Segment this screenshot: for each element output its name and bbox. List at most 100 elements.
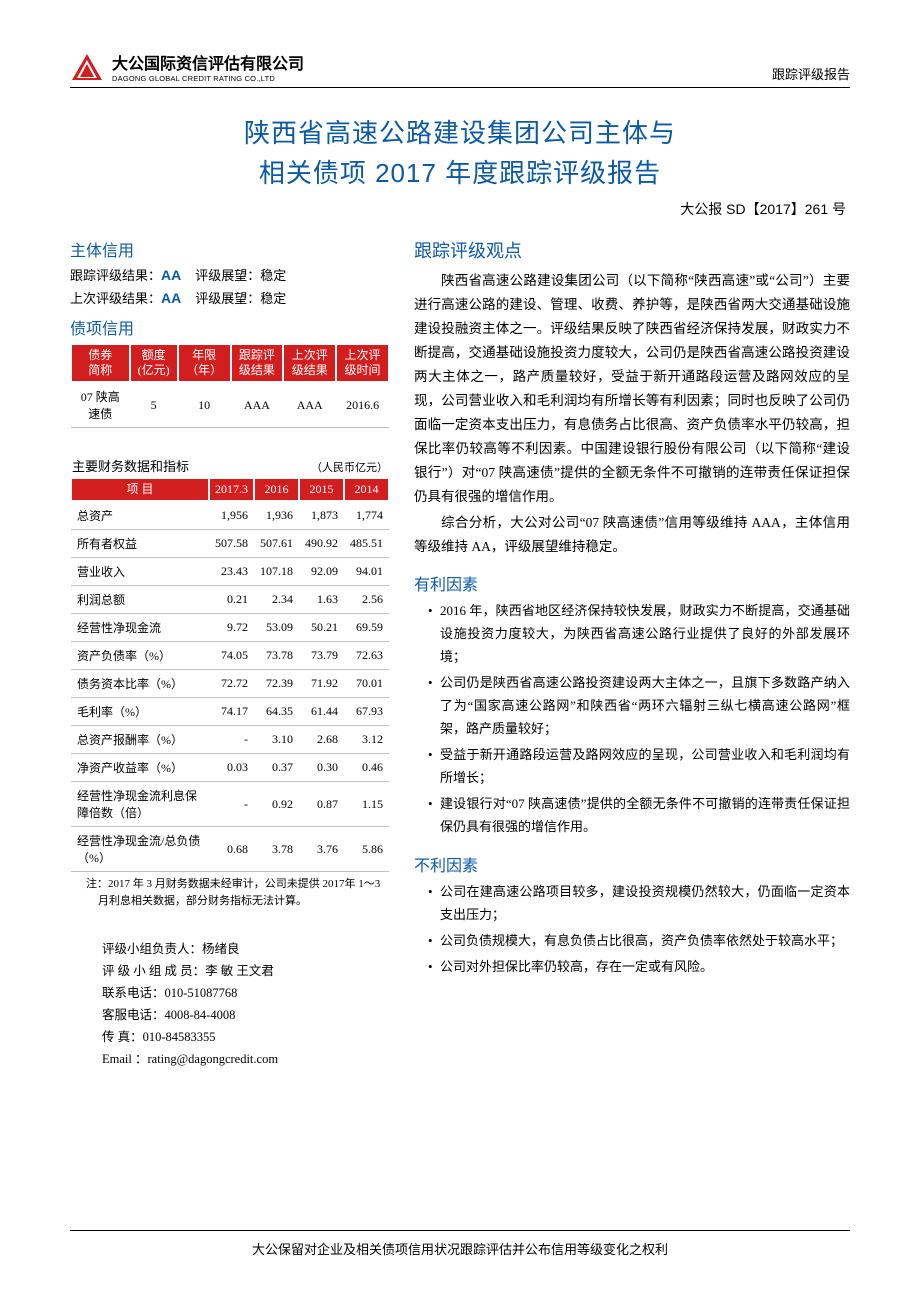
fin-cell: 73.79: [299, 642, 344, 670]
bond-th: 额度(亿元): [130, 344, 178, 382]
fax-value: 010-84583355: [143, 1030, 216, 1044]
positive-item: 受益于新开通路段运营及路网效应的呈现，公司营业收入和毛利润均有所增长；: [428, 743, 850, 789]
fin-cell: 507.58: [209, 530, 254, 558]
fin-cell: 0.30: [299, 754, 344, 782]
fin-cell: 92.09: [299, 558, 344, 586]
fin-th: 项 目: [71, 478, 209, 501]
fin-th: 2015: [299, 478, 344, 501]
fin-unit: （人民币亿元）: [311, 459, 388, 475]
viewpoint-para-2: 综合分析，大公对公司“07 陕高速债”信用等级维持 AAA，主体信用等级维持 A…: [414, 511, 850, 559]
contact-block: 评级小组负责人：杨绪良 评 级 小 组 成 员：李 敏 王文君 联系电话：010…: [70, 938, 390, 1070]
logo-en: DAGONG GLOBAL CREDIT RATING CO.,LTD: [112, 74, 304, 83]
fin-cell: 3.10: [254, 726, 299, 754]
fin-cell: 1,956: [209, 501, 254, 530]
page: 大公国际资信评估有限公司 DAGONG GLOBAL CREDIT RATING…: [0, 0, 920, 1302]
fin-cell: 0.46: [344, 754, 389, 782]
fin-row: 资产负债率（%）74.0573.7873.7972.63: [71, 642, 389, 670]
fin-cell: 1.15: [344, 782, 389, 827]
fin-cell: 72.63: [344, 642, 389, 670]
fin-cell: 3.76: [299, 827, 344, 872]
bond-table: 债券简称额度(亿元)年限（年）跟踪评级结果上次评级结果上次评级时间 07 陕高速…: [70, 343, 390, 428]
leader-name: 杨绪良: [202, 942, 240, 956]
footer-disclaimer: 大公保留对企业及相关债项信用状况跟踪评估并公布信用等级变化之权利: [70, 1230, 850, 1258]
fin-cell: 3.12: [344, 726, 389, 754]
members-label: 评 级 小 组 成 员：: [102, 960, 205, 982]
contact-tel: 联系电话：010-51087768: [102, 982, 390, 1004]
contact-leader: 评级小组负责人：杨绪良: [102, 938, 390, 960]
track-result: AA: [161, 267, 181, 283]
fin-caption: 主要财务数据和指标 （人民币亿元）: [70, 456, 390, 475]
fin-cell: 61.44: [299, 698, 344, 726]
fin-row: 经营性净现金流利息保障倍数（倍）-0.920.871.15: [71, 782, 389, 827]
viewpoint-heading: 跟踪评级观点: [414, 237, 850, 263]
fin-cell: 所有者权益: [71, 530, 209, 558]
fin-cell: 1,873: [299, 501, 344, 530]
contact-svc: 客服电话：4008-84-4008: [102, 1004, 390, 1026]
fin-row: 经营性净现金流/总负债（%）0.683.783.765.86: [71, 827, 389, 872]
positive-item: 建设银行对“07 陕高速债”提供的全额无条件不可撤销的连带责任保证担保仍具有很强…: [428, 792, 850, 838]
bond-th: 上次评级时间: [336, 344, 389, 382]
positive-heading: 有利因素: [414, 571, 850, 595]
fin-cell: 经营性净现金流利息保障倍数（倍）: [71, 782, 209, 827]
fin-cell: 2.34: [254, 586, 299, 614]
track-label: 跟踪评级结果：: [70, 268, 161, 283]
fin-cell: 67.93: [344, 698, 389, 726]
fin-cell: 9.72: [209, 614, 254, 642]
fin-cell: 69.59: [344, 614, 389, 642]
fin-cell: 71.92: [299, 670, 344, 698]
doc-number: 大公报 SD【2017】261 号: [70, 199, 846, 219]
fin-cell: 70.01: [344, 670, 389, 698]
fin-note: 注：2017 年 3 月财务数据未经审计，公司未提供 2017年 1～3 月利息…: [70, 872, 390, 910]
content-columns: 主体信用 跟踪评级结果：AA评级展望：稳定 上次评级结果：AA评级展望：稳定 债…: [70, 237, 850, 1070]
fin-cell: 2.56: [344, 586, 389, 614]
left-column: 主体信用 跟踪评级结果：AA评级展望：稳定 上次评级结果：AA评级展望：稳定 债…: [70, 237, 390, 1070]
fin-cell: 64.35: [254, 698, 299, 726]
fin-row: 总资产1,9561,9361,8731,774: [71, 501, 389, 530]
bond-cell: AAA: [283, 382, 336, 428]
bond-cell: AAA: [231, 382, 284, 428]
prev-outlook: 稳定: [260, 291, 286, 306]
title-line-1: 陕西省高速公路建设集团公司主体与: [70, 113, 850, 153]
outlook-label-2: 评级展望：: [195, 291, 260, 306]
fin-cell: 债务资本比率（%）: [71, 670, 209, 698]
fin-cell: 53.09: [254, 614, 299, 642]
fin-row: 总资产报酬率（%）-3.102.683.12: [71, 726, 389, 754]
fin-cell: 50.21: [299, 614, 344, 642]
fin-th: 2016: [254, 478, 299, 501]
fin-row: 债务资本比率（%）72.7272.3971.9270.01: [71, 670, 389, 698]
fin-cell: 利润总额: [71, 586, 209, 614]
prev-result: AA: [161, 290, 181, 306]
fin-caption-text: 主要财务数据和指标: [72, 456, 189, 475]
fin-table: 项 目2017.3201620152014 总资产1,9561,9361,873…: [70, 477, 390, 872]
fin-cell: 490.92: [299, 530, 344, 558]
fin-row: 净资产收益率（%）0.030.370.300.46: [71, 754, 389, 782]
positive-item: 2016 年，陕西省地区经济保持较快发展，财政实力不断提高，交通基础设施投资力度…: [428, 599, 850, 668]
fin-cell: 0.21: [209, 586, 254, 614]
logo-text: 大公国际资信评估有限公司 DAGONG GLOBAL CREDIT RATING…: [112, 50, 304, 83]
bond-credit-heading: 债项信用: [70, 315, 390, 339]
fin-cell: 资产负债率（%）: [71, 642, 209, 670]
negative-heading: 不利因素: [414, 852, 850, 876]
fin-cell: 总资产报酬率（%）: [71, 726, 209, 754]
prev-label: 上次评级结果：: [70, 291, 161, 306]
bond-row: 07 陕高速债510AAAAAA2016.6: [71, 382, 389, 428]
fin-cell: 3.78: [254, 827, 299, 872]
svc-label: 客服电话：: [102, 1004, 165, 1026]
fin-cell: 经营性净现金流/总负债（%）: [71, 827, 209, 872]
fin-cell: 毛利率（%）: [71, 698, 209, 726]
fin-cell: 1,774: [344, 501, 389, 530]
fin-cell: 23.43: [209, 558, 254, 586]
logo-cn: 大公国际资信评估有限公司: [112, 50, 304, 74]
fin-cell: 0.87: [299, 782, 344, 827]
fin-cell: 营业收入: [71, 558, 209, 586]
outlook-label-1: 评级展望：: [195, 268, 260, 283]
negative-item: 公司在建高速公路项目较多，建设投资规模仍然较大，仍面临一定资本支出压力；: [428, 880, 850, 926]
fin-cell: 1.63: [299, 586, 344, 614]
fin-row: 营业收入23.43107.1892.0994.01: [71, 558, 389, 586]
report-title: 陕西省高速公路建设集团公司主体与 相关债项 2017 年度跟踪评级报告: [70, 113, 850, 193]
bond-th: 上次评级结果: [283, 344, 336, 382]
title-line-2: 相关债项 2017 年度跟踪评级报告: [70, 153, 850, 193]
fin-cell: 净资产收益率（%）: [71, 754, 209, 782]
fin-cell: 72.72: [209, 670, 254, 698]
fin-cell: 0.03: [209, 754, 254, 782]
